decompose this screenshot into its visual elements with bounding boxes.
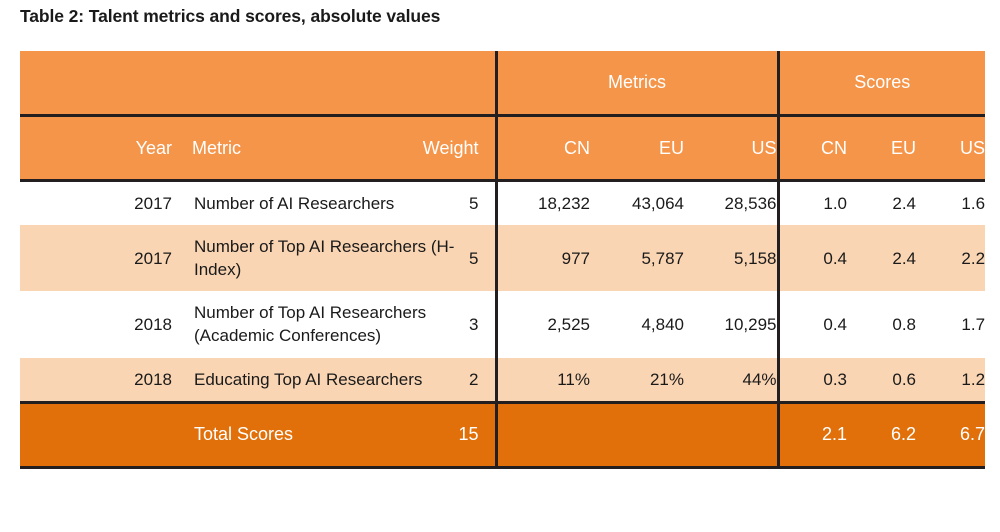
column-header-row: Year Metric Weight CN EU US CN EU US (20, 115, 986, 182)
column-header-year: Year (135, 137, 172, 158)
column-header-metric: Metric (192, 137, 241, 158)
column-header-weight: Weight (422, 137, 479, 158)
row-label-cell: 2018 Number of Top AI Researchers (Acade… (20, 291, 496, 358)
cell-year: 2018 (134, 369, 172, 389)
group-header-scores: Scores (776, 51, 986, 117)
cell-scores-eu: 0.8 (847, 291, 917, 358)
total-label-cell: Total Scores 15 (20, 400, 496, 469)
cell-metrics-cn: 18,232 (494, 180, 590, 226)
column-header-year-metric-weight: Year Metric Weight (20, 115, 496, 182)
cell-scores-us: 2.2 (916, 225, 986, 292)
group-header-blank (20, 51, 496, 117)
talent-metrics-table: Metrics Scores Year Metric Weight CN EU … (20, 51, 986, 469)
cell-weight: 2 (469, 369, 479, 389)
cell-scores-cn: 0.4 (776, 291, 848, 358)
cell-scores-eu: 2.4 (847, 225, 917, 292)
cell-metrics-cn: 11% (494, 357, 590, 403)
cell-scores-cn: 1.0 (776, 180, 848, 226)
cell-scores-cn: 0.3 (776, 357, 848, 403)
cell-metrics-cn: 977 (494, 225, 590, 292)
cell-weight: 5 (469, 194, 479, 213)
cell-metric: Number of Top AI Researchers (H-Index) (194, 237, 455, 280)
table-row: 2018 Educating Top AI Researchers 2 11% … (20, 357, 986, 403)
total-label: Total Scores (194, 424, 294, 445)
table-row: 2018 Number of Top AI Researchers (Acade… (20, 291, 986, 358)
total-scores-cn: 2.1 (776, 400, 848, 469)
cell-metrics-us: 5,158 (684, 225, 779, 292)
row-label-cell: 2017 Number of Top AI Researchers (H-Ind… (20, 225, 496, 292)
total-metrics-cn (494, 400, 590, 469)
cell-metric: Number of Top AI Researchers (Academic C… (194, 303, 427, 346)
cell-scores-cn: 0.4 (776, 225, 848, 292)
group-header-metrics: Metrics (494, 51, 779, 117)
cell-scores-eu: 2.4 (847, 180, 917, 226)
table-row: 2017 Number of AI Researchers 5 18,232 4… (20, 180, 986, 226)
cell-metric: Educating Top AI Researchers (194, 369, 423, 389)
cell-weight: 5 (469, 248, 479, 268)
cell-scores-us: 1.7 (916, 291, 986, 358)
cell-scores-eu: 0.6 (847, 357, 917, 403)
row-label-cell: 2017 Number of AI Researchers 5 (20, 180, 496, 226)
cell-metrics-cn: 2,525 (494, 291, 590, 358)
column-header-metrics-cn: CN (494, 115, 590, 182)
total-weight: 15 (458, 424, 479, 445)
cell-scores-us: 1.6 (916, 180, 986, 226)
total-row: Total Scores 15 2.1 6.2 6.7 (20, 400, 986, 469)
cell-year: 2017 (134, 194, 172, 213)
cell-metric: Number of AI Researchers (194, 194, 395, 213)
total-metrics-us (684, 400, 779, 469)
cell-scores-us: 1.2 (916, 357, 986, 403)
row-label-cell: 2018 Educating Top AI Researchers 2 (20, 357, 496, 403)
column-header-scores-us: US (916, 115, 986, 182)
page-title: Table 2: Talent metrics and scores, abso… (20, 6, 441, 26)
cell-metrics-us: 28,536 (684, 180, 779, 226)
cell-metrics-eu: 4,840 (590, 291, 684, 358)
cell-metrics-us: 44% (684, 357, 779, 403)
table-container: Metrics Scores Year Metric Weight CN EU … (20, 51, 986, 469)
total-scores-us: 6.7 (916, 400, 986, 469)
total-scores-eu: 6.2 (847, 400, 917, 469)
column-header-scores-cn: CN (776, 115, 848, 182)
column-header-metrics-eu: EU (590, 115, 684, 182)
cell-metrics-eu: 21% (590, 357, 684, 403)
cell-metrics-eu: 5,787 (590, 225, 684, 292)
total-metrics-eu (590, 400, 684, 469)
column-header-metrics-us: US (684, 115, 779, 182)
cell-year: 2018 (134, 314, 172, 334)
cell-year: 2017 (134, 248, 172, 268)
group-header-row: Metrics Scores (20, 51, 986, 117)
table-row: 2017 Number of Top AI Researchers (H-Ind… (20, 225, 986, 292)
cell-metrics-us: 10,295 (684, 291, 779, 358)
cell-metrics-eu: 43,064 (590, 180, 684, 226)
column-header-scores-eu: EU (847, 115, 917, 182)
cell-weight: 3 (469, 314, 479, 334)
